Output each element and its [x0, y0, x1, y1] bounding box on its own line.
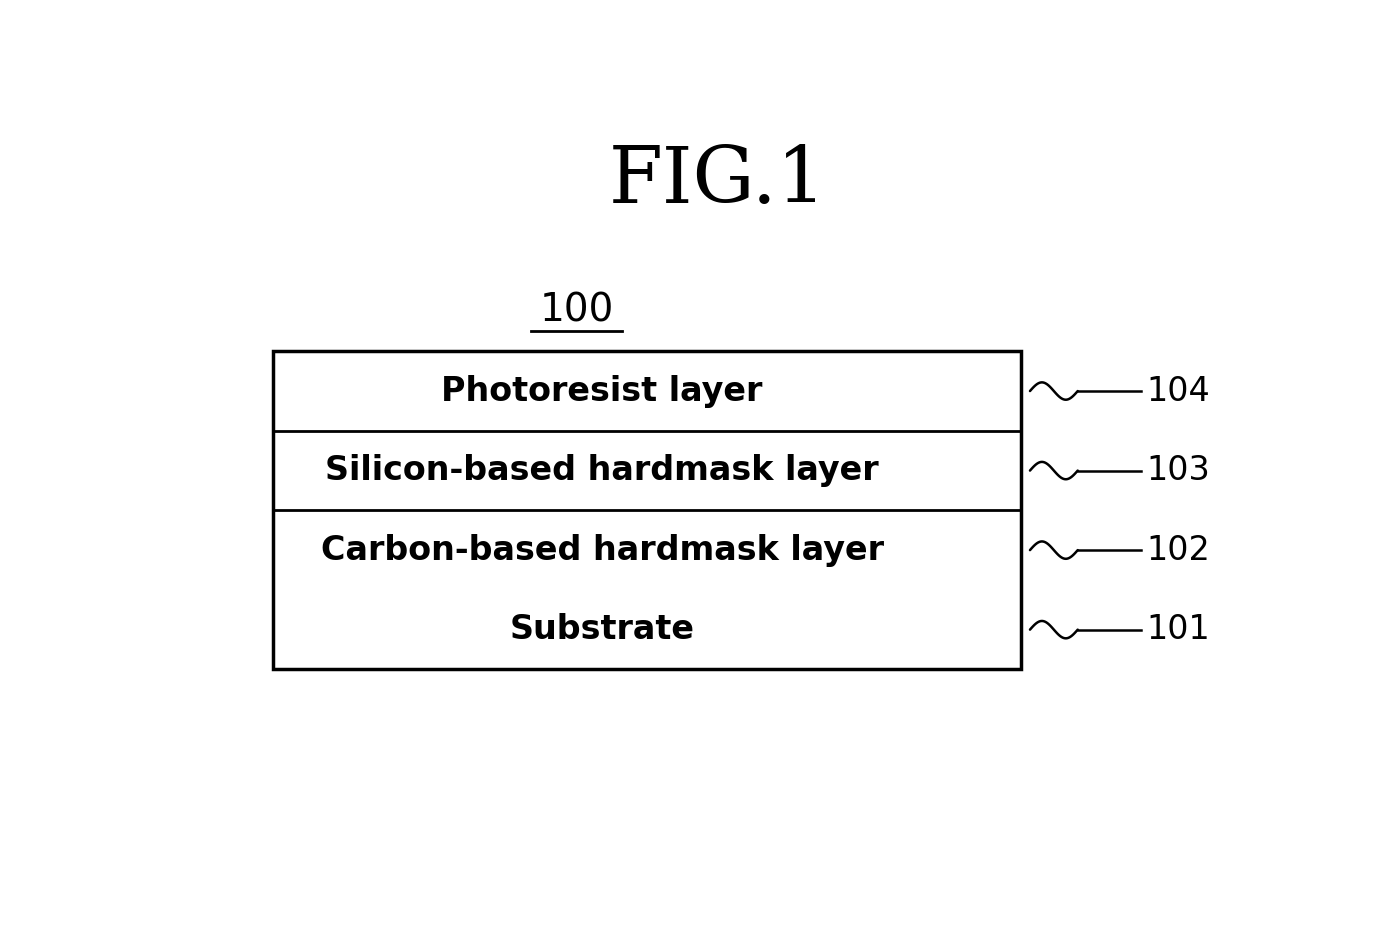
Text: FIG.1: FIG.1 [609, 144, 826, 220]
Bar [273, 351, 1021, 670]
Text: 101: 101 [1147, 613, 1210, 646]
Text: Silicon-based hardmask layer: Silicon-based hardmask layer [325, 454, 879, 487]
Text: Carbon-based hardmask layer: Carbon-based hardmask layer [321, 533, 883, 566]
Text: 104: 104 [1147, 375, 1210, 408]
Text: 100: 100 [539, 292, 613, 330]
Text: Photoresist layer: Photoresist layer [441, 375, 763, 408]
Text: Substrate: Substrate [510, 613, 694, 646]
Text: 102: 102 [1147, 533, 1210, 566]
Text: 103: 103 [1147, 454, 1210, 487]
